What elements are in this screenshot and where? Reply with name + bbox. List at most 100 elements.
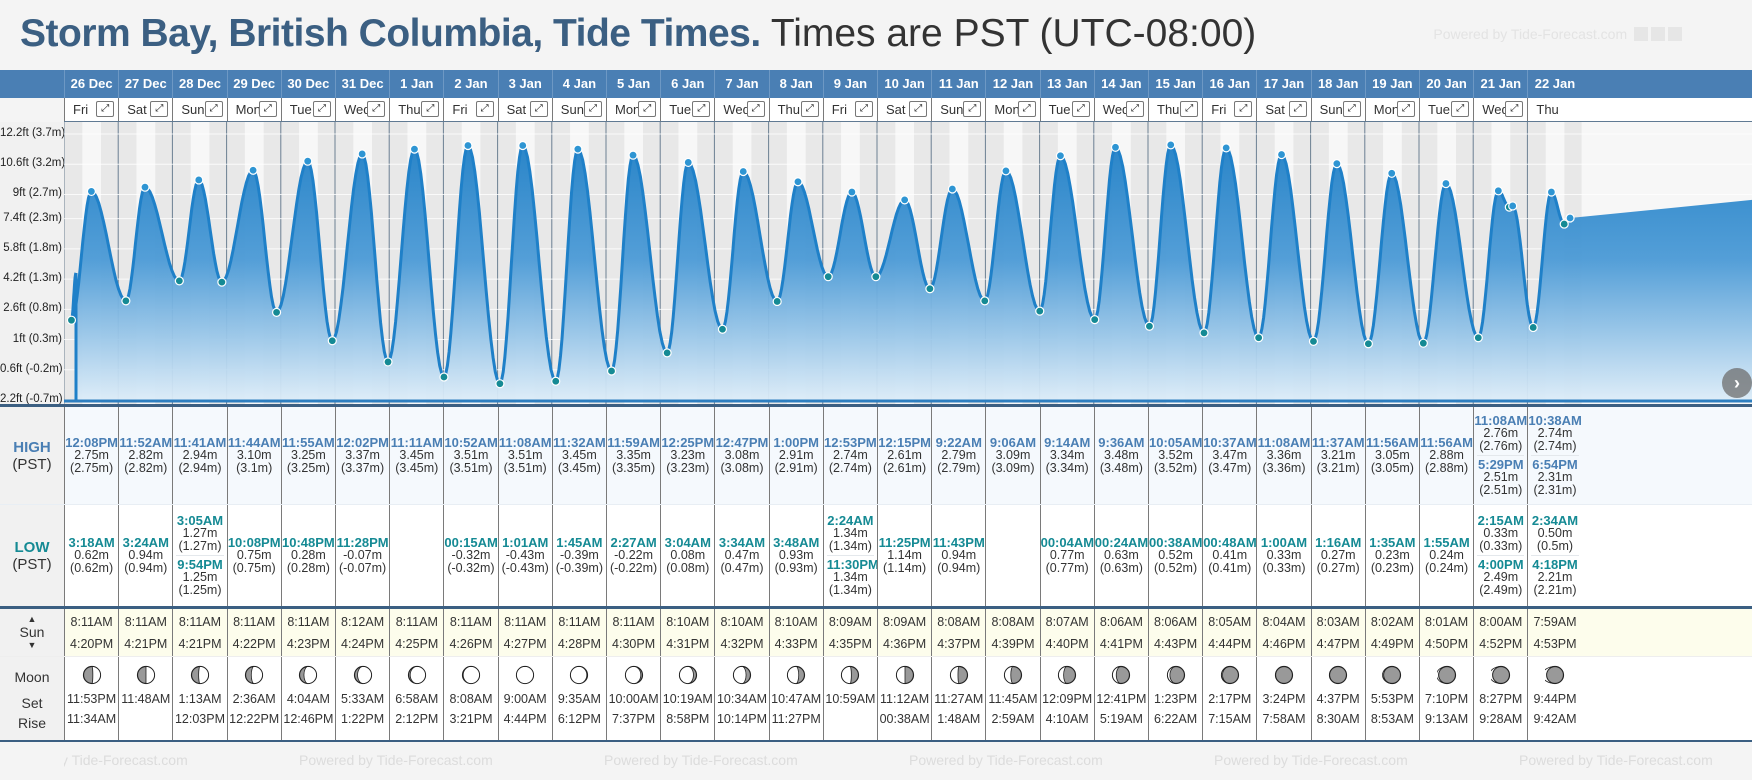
powered-by-watermark[interactable]: Powered by Tide-Forecast.com (1433, 26, 1682, 42)
low-tide-height-alt: (0.62m) (70, 561, 114, 575)
expand-day-icon[interactable]: ⤢ (367, 101, 386, 117)
high-tide-event: 11:11AM 3.45m (3.45m) (390, 434, 443, 477)
sun-cell: 8:06AM 4:43PM (1148, 609, 1202, 656)
moonset-time: 10:47AM (771, 692, 822, 706)
moonrise-time: 8:58PM (666, 712, 710, 726)
expand-day-icon[interactable]: ⤢ (963, 101, 982, 117)
expand-day-icon[interactable]: ⤢ (909, 101, 928, 117)
footer-powered-by[interactable]: Powered by Tide-Forecast.com (1214, 752, 1408, 768)
low-tide-marker (1363, 339, 1373, 349)
expand-day-icon[interactable]: ⤢ (258, 101, 277, 117)
high-tide-event: 12:02PM 3.37m (3.37m) (336, 434, 389, 477)
weekday-label: Tue (1428, 102, 1450, 117)
expand-day-icon[interactable]: ⤢ (421, 101, 440, 117)
expand-day-icon[interactable]: ⤢ (1180, 101, 1199, 117)
low-tide-height: -0.39m (559, 548, 599, 562)
moonset-time: 10:59AM (825, 692, 876, 706)
low-tide-event: 1:00AM 0.33m (0.33m) (1257, 534, 1310, 577)
expand-day-icon[interactable]: ⤢ (638, 101, 657, 117)
expand-day-icon[interactable]: ⤢ (1125, 101, 1144, 117)
sunrise-arrow-icon: ▲ (27, 614, 37, 624)
high-tide-height-alt: (3.37m) (341, 461, 385, 475)
high-tide-height-alt: (2.74m) (1533, 439, 1577, 453)
date-header: 2 Jan (443, 70, 497, 98)
high-tide-marker (357, 149, 367, 159)
low-tide-height-alt: (0.94m) (124, 561, 168, 575)
moon-phase-icon (570, 665, 589, 685)
high-tide-height-alt: (3.25m) (286, 461, 330, 475)
expand-day-icon[interactable]: ⤢ (1396, 101, 1415, 117)
high-tide-time: 11:08AM (498, 435, 552, 450)
weekday-cell: Sun ⤢ (172, 98, 226, 121)
moonrise-time: 8:53AM (1370, 712, 1414, 726)
expand-day-icon[interactable]: ⤢ (854, 101, 873, 117)
expand-day-icon[interactable]: ⤢ (1017, 101, 1036, 117)
low-tide-event: 10:48PM 0.28m (0.28m) (282, 534, 335, 577)
expand-day-icon[interactable]: ⤢ (1234, 101, 1253, 117)
expand-day-icon[interactable]: ⤢ (1288, 101, 1307, 117)
moonrise-time: 4:44PM (503, 712, 547, 726)
high-tide-marker (248, 165, 258, 175)
expand-day-icon[interactable]: ⤢ (583, 101, 602, 117)
high-tide-marker (628, 150, 638, 160)
footer-powered-by[interactable]: Powered by Tide-Forecast.com (909, 752, 1103, 768)
powered-by-text: Powered by Tide-Forecast.com (1433, 26, 1628, 42)
moonrise-label: Rise (17, 715, 46, 731)
low-tide-cell: 2:15AM 0.33m (0.33m) 4:00PM 2.49m (2.49m) (1473, 505, 1527, 606)
expand-day-icon[interactable]: ⤢ (204, 101, 223, 117)
expand-day-icon[interactable]: ⤢ (1342, 101, 1361, 117)
low-row-label: LOW (PST) (0, 505, 64, 606)
low-tide-time: 1:00AM (1260, 535, 1308, 550)
low-tide-height-alt: (1.27m) (178, 539, 222, 553)
low-tide-height-alt: (2.21m) (1533, 583, 1577, 597)
low-tide-event: 1:45AM -0.39m (-0.39m) (553, 534, 606, 577)
expand-day-icon[interactable]: ⤢ (150, 101, 169, 117)
footer-powered-by[interactable]: Powered by Tide-Forecast.com (299, 752, 493, 768)
high-tide-height-alt: (3.36m) (1262, 461, 1306, 475)
low-tide-marker (327, 336, 337, 346)
expand-day-icon[interactable]: ⤢ (1505, 101, 1524, 117)
moon-cell: 4:37PM 8:30AM (1310, 657, 1365, 740)
weekday-label: Thu (1157, 102, 1180, 117)
high-tide-marker (1441, 178, 1451, 189)
low-tide-event: 11:25PM 1.14m (1.14m) (878, 534, 931, 577)
footer-powered-by[interactable]: Powered by Tide-Forecast.com (64, 752, 188, 768)
low-tide-marker (66, 315, 77, 325)
high-tide-height-alt: (3.23m) (666, 461, 710, 475)
moon-phase-icon (949, 665, 968, 685)
sun-label: Sun (19, 624, 45, 640)
weekday-label: Wed (344, 102, 371, 117)
expand-day-icon[interactable]: ⤢ (1451, 101, 1470, 117)
moon-phase-icon (136, 665, 155, 685)
expand-day-icon[interactable]: ⤢ (746, 101, 765, 117)
expand-day-icon[interactable]: ⤢ (312, 101, 331, 117)
footer-powered-by[interactable]: Powered by Tide-Forecast.com (1519, 752, 1713, 768)
date-header: 3 Jan (497, 70, 552, 98)
weekday-label: Wed (723, 102, 750, 117)
date-header: 10 Jan (877, 70, 931, 98)
expand-day-icon[interactable]: ⤢ (529, 101, 548, 117)
high-tide-height-alt: (3.1m) (236, 461, 273, 475)
expand-day-icon[interactable]: ⤢ (1071, 101, 1090, 117)
low-tide-event: 2:34AM 0.50m (0.5m) (1528, 512, 1581, 555)
sun-cell: 8:08AM 4:39PM (985, 609, 1039, 656)
footer-powered-by[interactable]: Powered by Tide-Forecast.com (604, 752, 798, 768)
low-tide-height-alt: (0.28m) (286, 561, 330, 575)
low-tide-time: 10:48PM (282, 535, 335, 550)
low-tide-time: 11:25PM (878, 535, 931, 550)
high-tide-marker (1166, 140, 1176, 150)
scroll-right-button[interactable]: › (1722, 368, 1752, 398)
expand-day-icon[interactable]: ⤢ (96, 101, 115, 117)
expand-day-icon[interactable]: ⤢ (692, 101, 711, 117)
expand-day-icon[interactable]: ⤢ (475, 101, 494, 117)
low-tide-cell: 1:35AM 0.23m (0.23m) (1364, 505, 1419, 606)
expand-day-icon[interactable]: ⤢ (800, 101, 819, 117)
moon-cell: 11:12AM 00:38AM (877, 657, 931, 740)
high-tide-height: 2.88m (1429, 448, 1464, 462)
sun-cell: 8:08AM 4:37PM (931, 609, 985, 656)
date-header: 31 Dec (335, 70, 389, 98)
moonrise-time: 00:38AM (879, 712, 930, 726)
moon-phase-icon (678, 665, 697, 685)
moonset-time: 9:35AM (557, 692, 601, 706)
low-tide-cell: 1:45AM -0.39m (-0.39m) (551, 505, 606, 606)
